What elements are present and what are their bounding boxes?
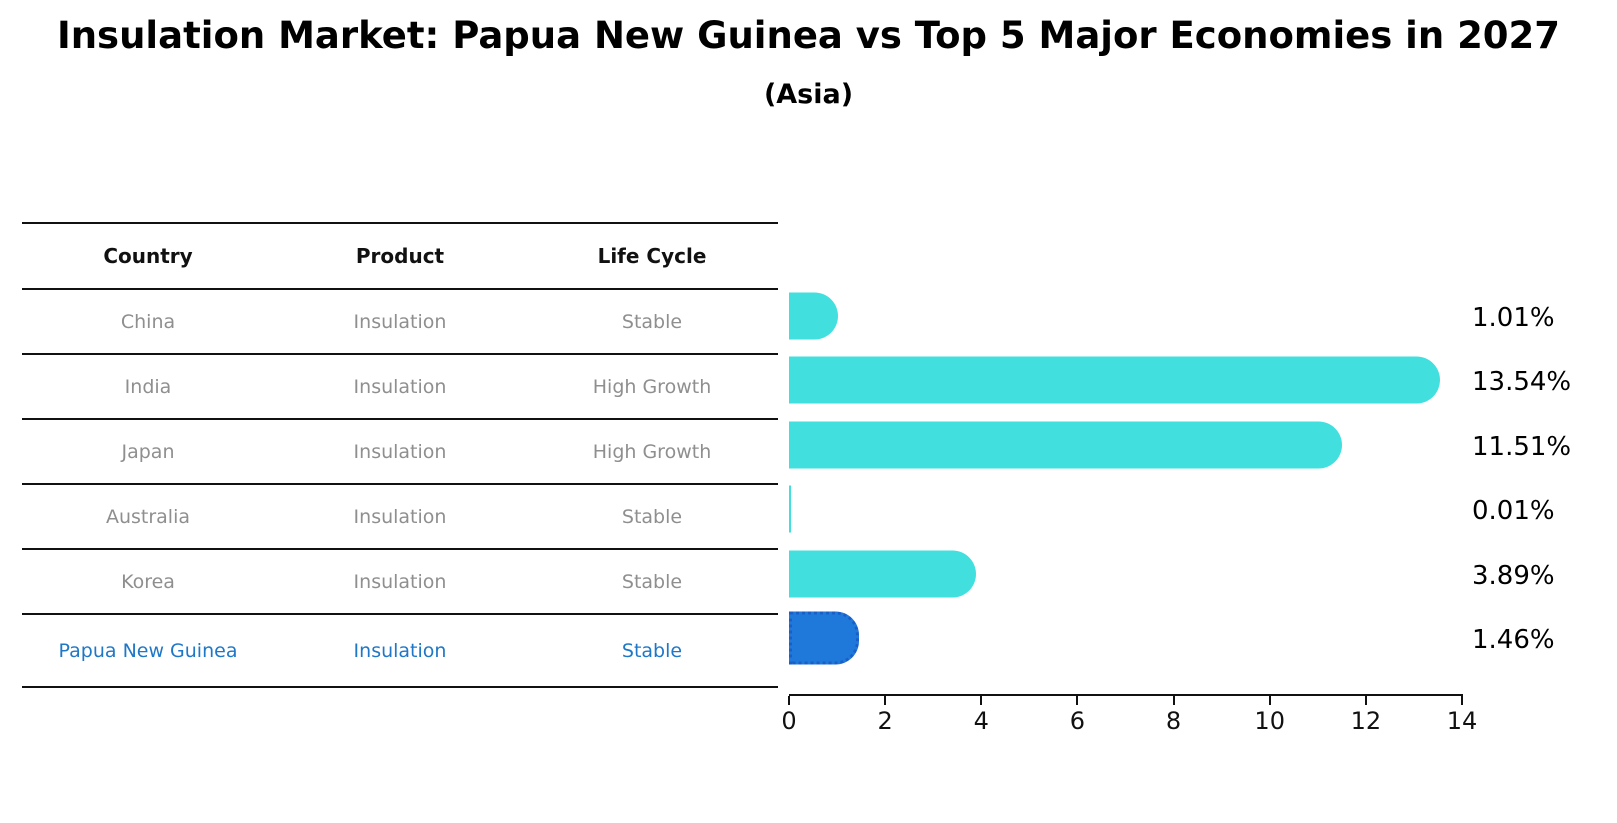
chart-title: Insulation Market: Papua New Guinea vs T… [56,14,1561,57]
x-tick-label: 12 [1350,707,1382,735]
table-separator-line [22,613,778,615]
bar [789,550,976,598]
x-tick-label: 14 [1446,707,1478,735]
column-header-life_cycle: Life Cycle [597,244,707,268]
x-axis-tick [1172,696,1175,705]
x-tick-label: 0 [781,707,797,735]
table-cell-country: China [120,310,176,333]
table-cell-life_cycle: High Growth [592,440,712,463]
table-cell-life_cycle: Stable [621,310,683,333]
value-label: 1.01% [1472,303,1555,333]
x-axis-tick [1461,696,1463,705]
table-cell-product: Insulation [353,375,447,398]
table-cell-country: Papua New Guinea [58,639,238,662]
table-cell-life_cycle: Stable [621,639,683,662]
bar [789,356,1440,404]
table-cell-product: Insulation [353,570,447,593]
table-separator-line [22,686,778,688]
table-separator-line [22,548,778,550]
value-label: 3.89% [1472,561,1555,591]
column-header-product: Product [355,244,445,268]
table-separator-line [22,418,778,420]
table-separator-line [22,222,778,224]
table-separator-line [22,353,778,355]
x-axis-tick [980,696,983,705]
bar [789,421,1343,469]
bar [789,485,791,533]
table-cell-country: India [124,375,172,398]
x-tick-label: 8 [1165,707,1182,735]
column-header-country: Country [103,244,193,268]
x-axis-tick [1364,696,1367,705]
x-axis-tick [1268,696,1271,705]
x-tick-label: 4 [973,707,989,735]
table-separator-line [22,288,778,290]
table-cell-product: Insulation [353,505,447,528]
x-axis-tick [884,696,887,705]
table-cell-life_cycle: High Growth [592,375,712,398]
chart-subtitle: (Asia) [763,79,854,110]
x-tick-label: 2 [877,707,893,735]
bar [789,292,838,340]
value-label: 1.46% [1472,625,1555,655]
value-label: 11.51% [1472,432,1572,462]
table-separator-line [22,483,778,485]
value-label: 0.01% [1472,496,1555,526]
table-cell-country: Korea [121,570,175,593]
table-cell-product: Insulation [353,639,447,662]
bar-highlight [789,611,860,665]
x-axis-line [789,694,1463,696]
table-cell-life_cycle: Stable [621,505,683,528]
table-cell-product: Insulation [353,440,447,463]
table-cell-country: Japan [121,440,175,463]
x-tick-label: 10 [1254,707,1285,735]
table-cell-life_cycle: Stable [621,570,683,593]
value-label: 13.54% [1472,367,1572,397]
table-cell-country: Australia [105,505,191,528]
x-axis-tick [788,696,790,705]
table-cell-product: Insulation [353,310,447,333]
x-axis-tick [1076,696,1079,705]
x-tick-label: 6 [1069,707,1086,735]
